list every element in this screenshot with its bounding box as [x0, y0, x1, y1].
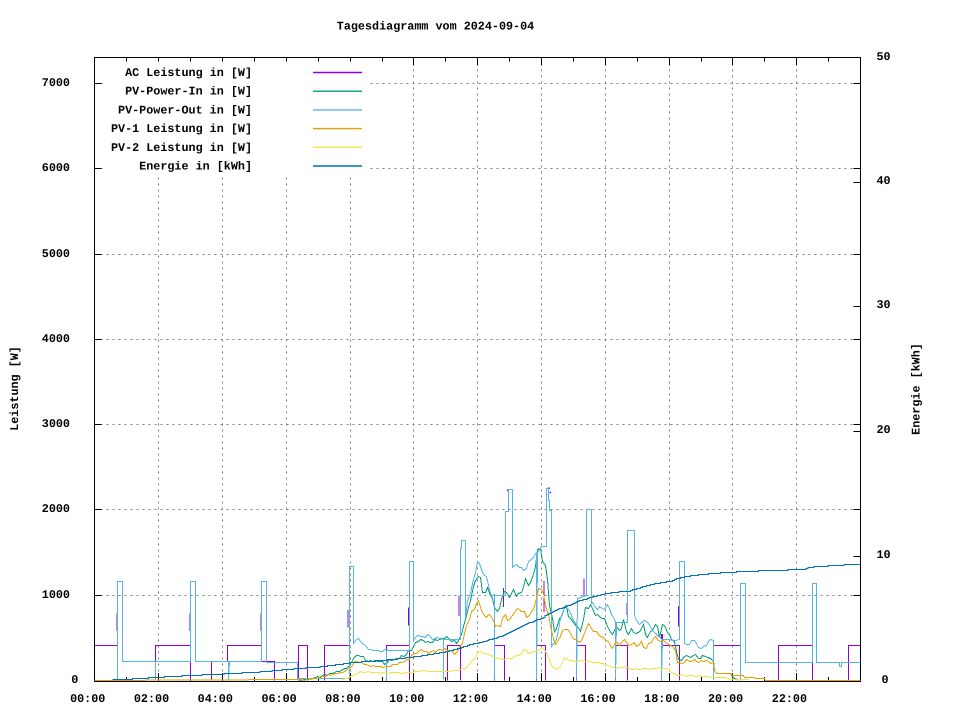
svg-text:20: 20 — [877, 423, 891, 437]
svg-text:6000: 6000 — [42, 161, 70, 175]
svg-text:16:00: 16:00 — [580, 692, 615, 706]
svg-text:Leistung [W]: Leistung [W] — [8, 346, 22, 431]
svg-text:06:00: 06:00 — [261, 692, 296, 706]
svg-text:5000: 5000 — [42, 247, 70, 261]
svg-text:AC Leistung in [W]: AC Leistung in [W] — [125, 66, 252, 80]
svg-text:22:00: 22:00 — [772, 692, 807, 706]
svg-text:Energie [kWh]: Energie [kWh] — [910, 343, 924, 435]
svg-text:3000: 3000 — [42, 417, 70, 431]
svg-text:40: 40 — [877, 174, 891, 188]
svg-text:1000: 1000 — [42, 588, 70, 602]
svg-text:20:00: 20:00 — [708, 692, 743, 706]
svg-text:7000: 7000 — [42, 76, 70, 90]
svg-text:02:00: 02:00 — [134, 692, 169, 706]
svg-text:14:00: 14:00 — [517, 692, 552, 706]
svg-text:PV-2 Leistung in [W]: PV-2 Leistung in [W] — [111, 141, 252, 155]
svg-text:30: 30 — [877, 298, 891, 312]
svg-text:10:00: 10:00 — [389, 692, 424, 706]
svg-text:2000: 2000 — [42, 502, 70, 516]
svg-text:04:00: 04:00 — [198, 692, 233, 706]
svg-text:18:00: 18:00 — [644, 692, 679, 706]
svg-text:PV-1 Leistung in [W]: PV-1 Leistung in [W] — [111, 122, 252, 136]
svg-text:12:00: 12:00 — [453, 692, 488, 706]
svg-text:50: 50 — [877, 50, 891, 64]
svg-text:Energie in [kWh]: Energie in [kWh] — [139, 160, 252, 174]
svg-text:Tagesdiagramm vom 2024-09-04: Tagesdiagramm vom 2024-09-04 — [337, 20, 534, 34]
svg-text:10: 10 — [877, 548, 891, 562]
svg-text:0: 0 — [71, 673, 78, 687]
svg-text:0: 0 — [882, 673, 889, 687]
svg-text:00:00: 00:00 — [70, 692, 105, 706]
svg-text:4000: 4000 — [42, 332, 70, 346]
svg-text:08:00: 08:00 — [325, 692, 360, 706]
svg-text:PV-Power-In in [W]: PV-Power-In in [W] — [125, 85, 252, 99]
svg-text:PV-Power-Out in [W]: PV-Power-Out in [W] — [118, 103, 252, 117]
